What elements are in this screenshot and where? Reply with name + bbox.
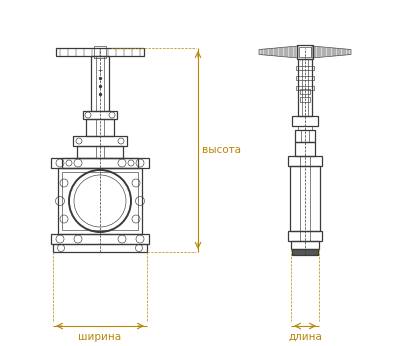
Bar <box>73 136 127 146</box>
Bar <box>298 126 312 130</box>
Bar <box>96 119 104 136</box>
Text: ширина: ширина <box>78 332 122 342</box>
Bar <box>300 231 310 241</box>
Bar <box>292 249 318 255</box>
Bar <box>295 130 315 142</box>
Bar <box>96 146 104 158</box>
Bar <box>300 156 310 166</box>
Bar <box>83 111 117 119</box>
Bar <box>53 244 147 252</box>
Bar <box>58 168 142 234</box>
Bar <box>288 156 322 166</box>
Bar <box>62 172 138 230</box>
Bar <box>62 158 138 168</box>
Bar <box>51 158 149 168</box>
Bar <box>296 66 314 70</box>
Bar <box>96 56 104 111</box>
Bar <box>298 59 312 116</box>
Text: длина: длина <box>288 332 322 342</box>
Bar <box>292 116 318 126</box>
Bar <box>295 142 315 156</box>
Bar <box>291 241 319 249</box>
Bar <box>94 46 106 58</box>
Bar <box>296 86 314 90</box>
Bar <box>300 166 310 231</box>
Polygon shape <box>259 46 298 58</box>
Bar <box>288 231 322 241</box>
Text: высота: высота <box>202 145 241 155</box>
Bar <box>91 56 109 111</box>
Bar <box>51 234 149 244</box>
Polygon shape <box>312 46 351 58</box>
Bar <box>296 76 314 80</box>
Bar <box>300 89 310 94</box>
Bar <box>290 166 320 231</box>
Bar <box>77 146 123 158</box>
Bar <box>56 48 144 56</box>
Bar <box>300 97 310 102</box>
Bar <box>297 45 313 59</box>
Bar <box>86 119 114 136</box>
Bar <box>299 47 311 57</box>
